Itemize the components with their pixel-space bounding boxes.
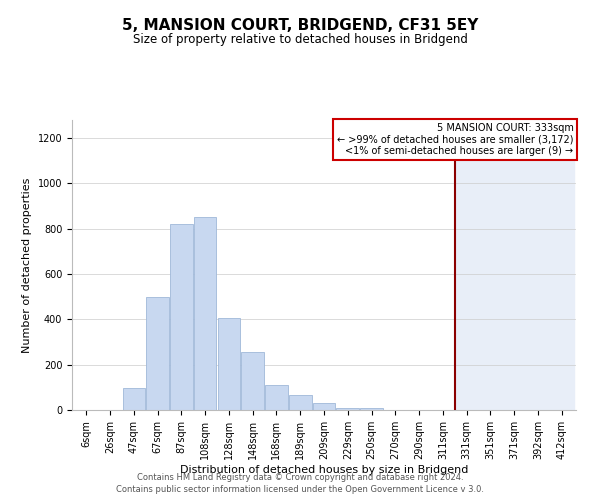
Text: 5, MANSION COURT, BRIDGEND, CF31 5EY: 5, MANSION COURT, BRIDGEND, CF31 5EY bbox=[122, 18, 478, 32]
Text: Size of property relative to detached houses in Bridgend: Size of property relative to detached ho… bbox=[133, 32, 467, 46]
Bar bbox=[194, 218, 217, 410]
Bar bbox=[265, 385, 288, 410]
Bar bbox=[122, 388, 145, 410]
Bar bbox=[170, 224, 193, 410]
Bar bbox=[360, 408, 383, 410]
Bar bbox=[455, 120, 574, 410]
Y-axis label: Number of detached properties: Number of detached properties bbox=[22, 178, 32, 352]
Bar bbox=[337, 408, 359, 410]
Bar bbox=[313, 403, 335, 410]
Text: Contains HM Land Registry data © Crown copyright and database right 2024.: Contains HM Land Registry data © Crown c… bbox=[137, 473, 463, 482]
Text: Contains public sector information licensed under the Open Government Licence v : Contains public sector information licen… bbox=[116, 486, 484, 494]
X-axis label: Distribution of detached houses by size in Bridgend: Distribution of detached houses by size … bbox=[180, 464, 468, 474]
Text: 5 MANSION COURT: 333sqm
← >99% of detached houses are smaller (3,172)
<1% of sem: 5 MANSION COURT: 333sqm ← >99% of detach… bbox=[337, 123, 574, 156]
Bar bbox=[289, 396, 311, 410]
Bar bbox=[146, 296, 169, 410]
Bar bbox=[218, 318, 240, 410]
Bar bbox=[241, 352, 264, 410]
